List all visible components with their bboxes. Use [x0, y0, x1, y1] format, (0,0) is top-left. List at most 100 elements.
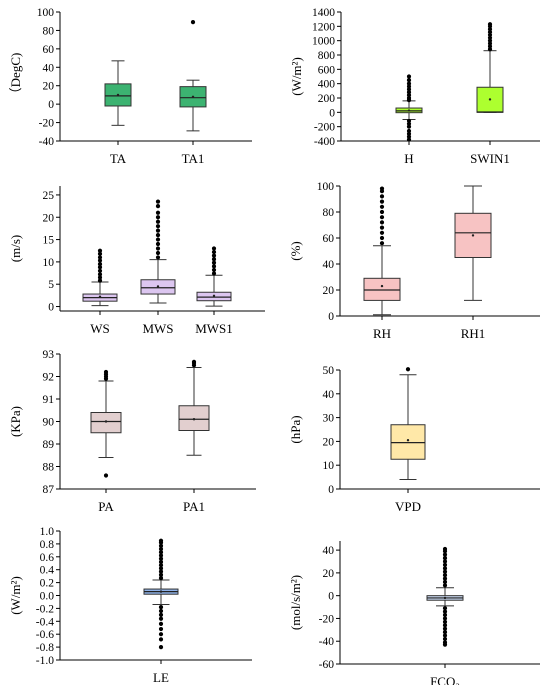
y-tick-label: 50 — [323, 365, 335, 377]
y-tick-label: 0.8 — [40, 539, 55, 551]
outlier-point — [211, 257, 217, 262]
outlier-point — [442, 569, 448, 574]
outlier-point — [158, 605, 164, 610]
outlier-point — [442, 616, 448, 621]
outlier-point — [442, 636, 448, 642]
y-tick-label: 40 — [43, 62, 55, 74]
y-tick-label: 5 — [48, 279, 54, 291]
y-tick-label: 0 — [328, 484, 334, 496]
mean-marker — [471, 234, 475, 237]
y-tick-label: 0 — [48, 302, 54, 314]
outlier-point — [158, 556, 164, 561]
outlier-point — [158, 626, 164, 632]
chart-panel-6: 0 10 20 30 40 50 (hPa) VPD — [288, 365, 540, 514]
box-pa: PA — [90, 369, 122, 514]
outlier-point — [379, 199, 385, 204]
y-tick-label: 60 — [323, 233, 335, 245]
outlier-point — [442, 576, 448, 581]
outlier-point — [158, 612, 164, 617]
outlier-point — [211, 271, 217, 276]
x-category-label: PA — [98, 499, 114, 514]
outlier-point — [405, 367, 411, 372]
outlier-point — [442, 573, 448, 578]
y-tick-label: 100 — [37, 7, 55, 19]
outlier-point — [97, 255, 103, 260]
outlier-point — [211, 253, 217, 258]
outlier-point — [379, 204, 385, 209]
y-tick-label: -400 — [314, 136, 335, 148]
box-pa1: PA1 — [178, 359, 210, 514]
y-tick-label: 40 — [323, 389, 335, 401]
chart-panel-4: 0 20 40 60 80 100 (%) RH RH1 — [288, 181, 540, 341]
mean-marker — [443, 596, 447, 600]
outlier-point — [158, 616, 164, 621]
y-tick-label: -40 — [39, 136, 55, 148]
y-tick-label: 20 — [323, 285, 335, 297]
y-tick-label: 40 — [323, 259, 335, 271]
y-tick-label: 80 — [43, 25, 55, 37]
box-fco₂: FCO₂ — [426, 546, 464, 685]
outlier-point — [442, 566, 448, 571]
outlier-point — [155, 210, 161, 215]
y-tick-label: -20 — [39, 118, 55, 130]
y-tick-label: 0.2 — [40, 578, 55, 590]
mean-marker — [159, 590, 163, 593]
outlier-point — [97, 272, 103, 277]
outlier-point — [158, 575, 164, 581]
outlier-point — [97, 268, 103, 273]
y-tick-label: -1.0 — [36, 655, 54, 667]
x-category-label: SWIN1 — [470, 151, 510, 166]
outlier-point — [158, 637, 164, 642]
outlier-point — [379, 209, 385, 215]
x-category-label: VPD — [395, 499, 421, 514]
y-tick-label: 1000 — [312, 36, 335, 48]
mean-marker — [212, 294, 216, 298]
box-h: H — [395, 74, 423, 166]
mean-marker — [116, 93, 120, 97]
outlier-point — [158, 546, 164, 552]
outlier-point — [211, 264, 217, 269]
chart-panel-2: -400 -200 0 200 400 600 800 1000 1200 1400 (W/m²) H… — [289, 7, 540, 166]
x-category-label: LE — [153, 670, 169, 685]
outlier-point — [158, 608, 164, 614]
y-tick-label: 600 — [318, 64, 336, 76]
y-tick-label: 0.6 — [40, 552, 55, 564]
chart-panel-1: -40 -20 0 20 40 60 80 100 （DegC) TA TA1 — [8, 7, 252, 166]
y-tick-label: 30 — [323, 413, 335, 425]
y-tick-label: 0 — [328, 591, 334, 603]
chart-panel-3: 0 5 10 15 20 25 (m/s) WS MWS MWS1 — [8, 186, 265, 336]
y-axis-label: (%) — [288, 241, 303, 261]
outlier-point — [155, 199, 161, 204]
outlier-point — [442, 642, 448, 647]
box-mws1: MWS1 — [195, 246, 233, 336]
outlier-point — [379, 225, 385, 230]
y-tick-label: 0 — [329, 107, 335, 119]
y-tick-label: 92 — [43, 372, 55, 384]
outlier-point — [442, 546, 448, 552]
y-tick-label: 1200 — [312, 21, 335, 33]
outlier-point — [97, 251, 103, 256]
x-category-label: RH — [373, 326, 391, 341]
x-category-label: H — [404, 151, 413, 166]
outlier-point — [442, 612, 448, 618]
x-category-label: MWS — [142, 321, 173, 336]
outlier-point — [103, 369, 109, 375]
outlier-point — [211, 249, 217, 255]
outlier-point — [211, 260, 217, 265]
outlier-point — [155, 203, 161, 209]
outlier-point — [191, 359, 197, 364]
mean-marker — [98, 295, 102, 298]
mean-marker — [191, 95, 195, 98]
outlier-point — [155, 215, 161, 220]
y-tick-label: 0 — [328, 311, 334, 323]
outlier-point — [190, 20, 196, 25]
chart-panel-5: 87 88 89 90 91 92 93 (KPa) PA PA1 — [8, 349, 256, 514]
outlier-point — [487, 22, 493, 27]
outlier-point — [211, 246, 217, 251]
outlier-point — [158, 572, 164, 577]
outlier-point — [379, 220, 385, 225]
outlier-point — [406, 81, 412, 86]
outlier-point — [442, 623, 448, 628]
outlier-point — [97, 258, 103, 263]
outlier-point — [103, 473, 109, 478]
